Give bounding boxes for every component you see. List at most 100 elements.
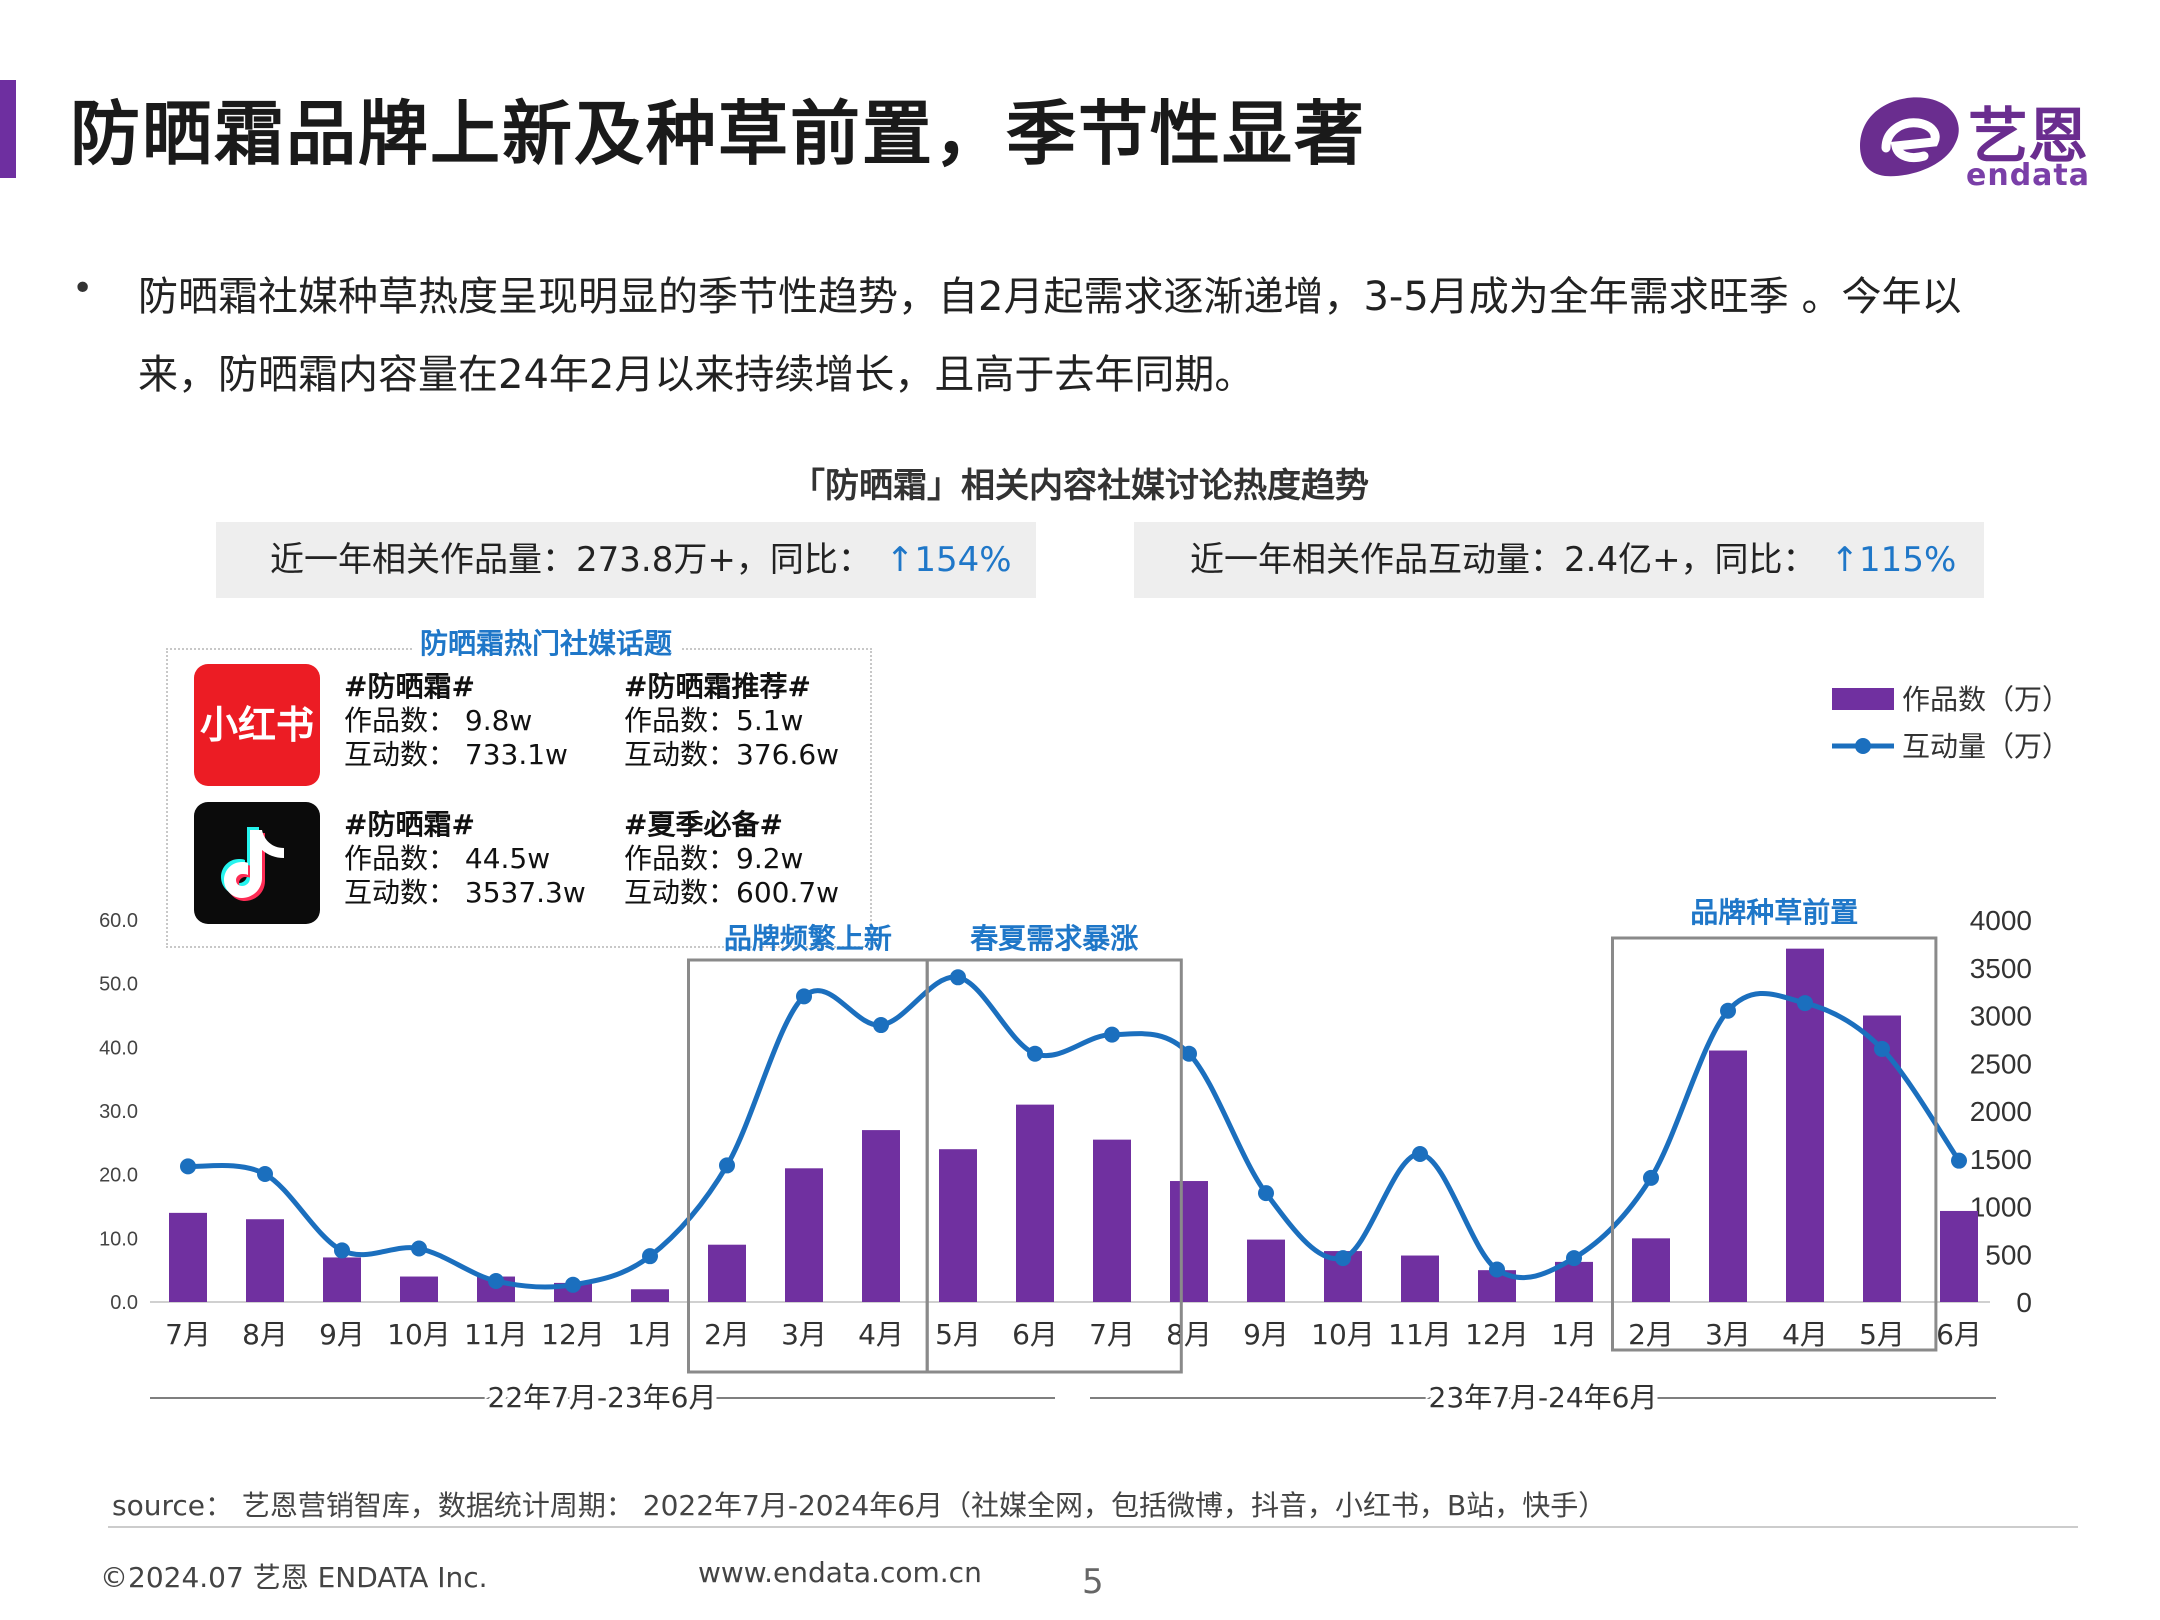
topic-works: 作品数： 9.8w: [344, 704, 533, 737]
bar-works: [400, 1276, 438, 1302]
bar-works: [1170, 1181, 1208, 1302]
line-point: [1951, 1152, 1967, 1169]
x-tick-label: 11月: [464, 1318, 528, 1351]
x-tick-label: 2月: [1628, 1318, 1674, 1351]
trend-chart: 0.0 10.0 20.0 30.0 40.0 50.0 60.0 0 500 1000 1500 2…: [99, 683, 2071, 1414]
y-right-tick-label: 0: [2016, 1287, 2032, 1318]
line-point: [796, 988, 812, 1005]
bar-works: [1555, 1261, 1593, 1302]
line-point: [334, 1242, 350, 1259]
y-left-tick-label: 20.0: [99, 1165, 138, 1187]
x-tick-label: 4月: [858, 1318, 904, 1351]
bar-works: [1940, 1210, 1978, 1302]
endata-logo-icon: [1860, 97, 1959, 177]
x-tick-label: 5月: [1859, 1318, 1905, 1351]
x-tick-label: 7月: [165, 1318, 211, 1351]
hot-topics-title: 防晒霜热门社媒话题: [166, 622, 926, 662]
x-tick-label: 6月: [1936, 1318, 1982, 1351]
x-tick-label: 1月: [1551, 1318, 1597, 1351]
bar-works: [1093, 1139, 1131, 1302]
topic-works: 作品数：5.1w: [624, 704, 804, 737]
annotation-box: [925, 958, 1183, 1374]
bar-works: [785, 1168, 823, 1302]
x-tick-label: 4月: [1782, 1318, 1828, 1351]
x-tick-label: 8月: [1166, 1318, 1212, 1351]
x-tick-label: 3月: [781, 1318, 827, 1351]
logo-text-en: endata: [1966, 158, 2091, 193]
x-tick-label: 5月: [935, 1318, 981, 1351]
line-point: [1797, 995, 1813, 1012]
topic-tag: #防晒霜#: [344, 670, 475, 703]
line-point: [1566, 1250, 1582, 1267]
douyin-note-icon: [221, 827, 284, 901]
x-tick-label: 2月: [704, 1318, 750, 1351]
topic-dy-2: #夏季必备# 作品数：9.2w 互动数：600.7w: [624, 808, 839, 910]
y-left-tick-label: 60.0: [99, 910, 138, 932]
y-right-tick-label: 3500: [1970, 953, 2032, 984]
bar-works: [246, 1219, 284, 1302]
topic-dy-1: #防晒霜# 作品数： 44.5w 互动数： 3537.3w: [344, 808, 586, 910]
y-left-tick-label: 30.0: [99, 1101, 138, 1123]
bar-works: [1401, 1255, 1439, 1302]
bar-works: [1863, 1015, 1901, 1302]
kpi-interactions-growth: ↑115%: [1830, 540, 1957, 580]
annotation-label: 春夏需求暴涨: [970, 922, 1138, 955]
y-left-tick-label: 10.0: [99, 1228, 138, 1250]
chart-title: 「防晒霜」相关内容社媒讨论热度趋势: [791, 466, 1369, 506]
y-right-tick-label: 500: [1985, 1239, 2032, 1270]
topic-interactions: 互动数：600.7w: [624, 876, 840, 909]
bar-works: [323, 1257, 361, 1302]
footer-divider: [108, 1526, 2078, 1528]
x-tick-label: 10月: [387, 1318, 451, 1351]
xiaohongshu-icon: 小红书: [194, 664, 320, 786]
bar-works: [862, 1130, 900, 1302]
bullet-text: 防晒霜社媒种草热度呈现明显的季节性趋势，自2月起需求逐渐递增，3-5月成为全年需…: [138, 274, 1962, 398]
x-tick-label: 10月: [1311, 1318, 1375, 1351]
x-tick-label: 8月: [242, 1318, 288, 1351]
x-tick-label: 12月: [1465, 1318, 1529, 1351]
x-tick-label: 9月: [319, 1318, 365, 1351]
bar-works: [708, 1244, 746, 1302]
y-right-tick-label: 1500: [1970, 1144, 2032, 1175]
topic-tag: #防晒霜推荐#: [624, 670, 811, 703]
line-point: [1104, 1026, 1120, 1043]
page-title: 防晒霜品牌上新及种草前置，季节性显著: [70, 93, 1366, 175]
line-point: [873, 1017, 889, 1034]
topic-interactions: 互动数：376.6w: [624, 738, 840, 771]
y-left-tick-label: 40.0: [99, 1037, 138, 1059]
legend-line-marker: [1855, 738, 1871, 754]
kpi-interactions: 近一年相关作品互动量：2.4亿+，同比： ↑115%: [1134, 522, 1984, 598]
line-interactions: [187, 974, 1962, 1290]
source-note: source： 艺恩营销智库，数据统计周期： 2022年7月-2024年6月（社…: [112, 1489, 1607, 1522]
line-point: [180, 1158, 196, 1175]
bullet-dot: •: [72, 268, 94, 309]
line-point: [1027, 1045, 1043, 1062]
topic-works: 作品数： 44.5w: [344, 842, 551, 875]
legend-bar-swatch: [1832, 688, 1894, 710]
kpi-works-growth: ↑154%: [885, 540, 1012, 580]
kpi-works: 近一年相关作品量：273.8万+，同比： ↑154%: [216, 522, 1036, 598]
bar-works: [1632, 1238, 1670, 1302]
page-number: 5: [1082, 1562, 1104, 1602]
line-point: [642, 1248, 658, 1265]
x-tick-label: 11月: [1388, 1318, 1452, 1351]
x-tick-label: 7月: [1089, 1318, 1135, 1351]
x-tick-label: 1月: [627, 1318, 673, 1351]
topic-tag: #夏季必备#: [624, 808, 783, 841]
period-label: 22年7月-23年6月: [488, 1381, 717, 1414]
topic-xhs-1: #防晒霜# 作品数： 9.8w 互动数： 733.1w: [344, 670, 568, 772]
legend-bar-label: 作品数（万）: [1902, 683, 2070, 716]
endata-logo: 艺恩 endata: [1850, 86, 2110, 196]
hot-topics-title-text: 防晒霜热门社媒话题: [411, 627, 680, 660]
website-url: www.endata.com.cn: [698, 1556, 982, 1589]
topic-interactions: 互动数： 3537.3w: [344, 876, 586, 909]
line-point: [950, 969, 966, 986]
line-point: [1643, 1169, 1659, 1186]
y-right-tick-label: 4000: [1970, 905, 2032, 936]
title-accent-bar: [0, 80, 16, 178]
y-right-tick-label: 2500: [1970, 1048, 2032, 1079]
y-right-tick-label: 1000: [1970, 1192, 2032, 1223]
copyright: ©2024.07 艺恩 ENDATA Inc.: [100, 1561, 488, 1594]
line-point: [719, 1157, 735, 1174]
bar-works: [1709, 1050, 1747, 1302]
